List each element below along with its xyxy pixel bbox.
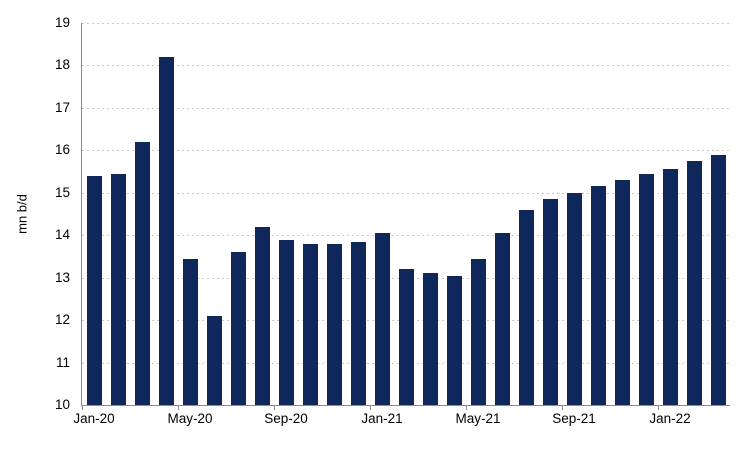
bar-Feb-20 bbox=[110, 173, 126, 405]
bar-May-20 bbox=[182, 258, 198, 405]
bar-Aug-21 bbox=[542, 199, 558, 405]
bar-Jun-20 bbox=[206, 315, 222, 405]
y-axis-line bbox=[81, 23, 82, 405]
x-tick-label: Jan-20 bbox=[73, 411, 115, 426]
y-tick-label: 18 bbox=[54, 57, 70, 72]
x-axis-tick bbox=[178, 406, 179, 410]
x-axis-tick bbox=[274, 406, 275, 410]
bar-Aug-20 bbox=[254, 226, 270, 405]
y-gridline bbox=[82, 193, 730, 194]
bar-Jul-20 bbox=[230, 252, 246, 405]
y-gridline bbox=[82, 150, 730, 151]
bar-Jun-21 bbox=[494, 233, 510, 405]
bar-Jan-20 bbox=[86, 175, 102, 405]
bar-Jul-21 bbox=[518, 209, 534, 405]
y-tick-label: 17 bbox=[54, 100, 70, 115]
y-tick-label: 14 bbox=[54, 227, 70, 242]
y-gridline bbox=[82, 108, 730, 109]
bar-Sep-21 bbox=[566, 192, 582, 405]
y-gridline bbox=[82, 23, 730, 24]
bar-May-21 bbox=[470, 258, 486, 405]
bar-Oct-20 bbox=[302, 243, 318, 405]
x-tick-label: Sep-20 bbox=[264, 411, 308, 426]
bar-Mar-20 bbox=[134, 141, 150, 405]
bar-Jan-22 bbox=[662, 169, 678, 405]
bar-Feb-22 bbox=[686, 160, 702, 405]
x-axis-tick bbox=[82, 406, 83, 410]
x-tick-label: Sep-21 bbox=[552, 411, 596, 426]
bar-Jan-21 bbox=[374, 233, 390, 405]
bar-Mar-22 bbox=[710, 154, 726, 405]
y-gridline bbox=[82, 65, 730, 66]
x-tick-label: May-21 bbox=[455, 411, 501, 426]
y-tick-label: 13 bbox=[54, 270, 70, 285]
x-axis-tick bbox=[658, 406, 659, 410]
bar-Mar-21 bbox=[422, 273, 438, 405]
bar-Oct-21 bbox=[590, 186, 606, 405]
y-tick-label: 19 bbox=[54, 15, 70, 30]
bar-Feb-21 bbox=[398, 269, 414, 405]
bar-Nov-20 bbox=[326, 243, 342, 405]
y-gridline bbox=[82, 235, 730, 236]
x-axis-line bbox=[81, 405, 730, 406]
x-axis-tick bbox=[370, 406, 371, 410]
bar-Nov-21 bbox=[614, 180, 630, 405]
x-axis-tick bbox=[466, 406, 467, 410]
bar-Apr-20 bbox=[158, 57, 174, 405]
bar-Apr-21 bbox=[446, 275, 462, 405]
x-axis-tick bbox=[562, 406, 563, 410]
y-axis-title: mn b/d bbox=[14, 194, 30, 234]
bar-Dec-20 bbox=[350, 241, 366, 405]
y-tick-label: 10 bbox=[54, 397, 70, 412]
y-tick-label: 11 bbox=[55, 355, 70, 370]
x-tick-label: Jan-21 bbox=[361, 411, 403, 426]
y-tick-label: 16 bbox=[54, 142, 70, 157]
y-tick-label: 15 bbox=[54, 185, 70, 200]
x-tick-label: Jan-22 bbox=[649, 411, 691, 426]
y-tick-label: 12 bbox=[54, 312, 70, 327]
x-tick-label: May-20 bbox=[167, 411, 213, 426]
bar-Dec-21 bbox=[638, 173, 654, 405]
bar-Sep-20 bbox=[278, 239, 294, 405]
